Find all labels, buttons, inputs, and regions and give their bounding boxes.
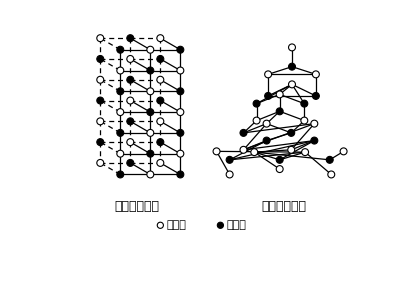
Circle shape [253, 100, 260, 107]
Circle shape [147, 171, 154, 178]
Circle shape [147, 88, 154, 95]
Circle shape [97, 160, 104, 166]
Circle shape [177, 129, 184, 136]
Circle shape [127, 35, 134, 42]
Circle shape [127, 97, 134, 104]
Circle shape [97, 76, 104, 83]
Circle shape [276, 91, 283, 98]
Circle shape [97, 97, 104, 104]
Circle shape [147, 129, 154, 136]
Circle shape [117, 67, 124, 74]
Circle shape [265, 92, 272, 99]
Circle shape [311, 120, 318, 127]
Circle shape [302, 149, 309, 156]
Circle shape [147, 46, 154, 53]
Circle shape [288, 129, 295, 136]
Circle shape [117, 109, 124, 116]
Circle shape [127, 139, 134, 146]
Circle shape [251, 149, 258, 156]
Circle shape [157, 35, 164, 42]
Circle shape [97, 139, 104, 146]
Circle shape [177, 67, 184, 74]
Circle shape [127, 55, 134, 62]
Circle shape [127, 160, 134, 166]
Circle shape [326, 156, 333, 163]
Circle shape [157, 55, 164, 62]
Circle shape [157, 222, 164, 228]
Circle shape [276, 156, 283, 163]
Circle shape [157, 97, 164, 104]
Text: 氮原子: 氮原子 [166, 220, 186, 230]
Circle shape [117, 46, 124, 53]
Circle shape [240, 146, 247, 153]
Circle shape [117, 88, 124, 95]
Circle shape [311, 137, 318, 144]
Circle shape [265, 71, 272, 78]
Circle shape [127, 118, 134, 125]
Circle shape [288, 63, 295, 70]
Circle shape [340, 148, 347, 155]
Circle shape [117, 171, 124, 178]
Circle shape [127, 76, 134, 83]
Circle shape [147, 150, 154, 157]
Circle shape [177, 150, 184, 157]
Circle shape [301, 100, 308, 107]
Circle shape [226, 171, 233, 178]
Circle shape [117, 150, 124, 157]
Circle shape [226, 156, 233, 163]
Circle shape [147, 67, 154, 74]
Circle shape [301, 117, 308, 124]
Circle shape [97, 118, 104, 125]
Circle shape [328, 171, 335, 178]
Circle shape [288, 81, 295, 88]
Circle shape [117, 129, 124, 136]
Circle shape [240, 129, 247, 136]
Circle shape [213, 148, 220, 155]
Circle shape [312, 71, 319, 78]
Circle shape [97, 55, 104, 62]
Circle shape [217, 222, 223, 228]
Circle shape [253, 117, 260, 124]
Circle shape [276, 166, 283, 172]
Circle shape [97, 35, 104, 42]
Text: 立方相氮化硼: 立方相氮化硼 [261, 200, 306, 213]
Circle shape [263, 120, 270, 127]
Circle shape [157, 76, 164, 83]
Circle shape [263, 137, 270, 144]
Circle shape [157, 118, 164, 125]
Circle shape [147, 109, 154, 116]
Circle shape [177, 109, 184, 116]
Circle shape [157, 160, 164, 166]
Text: 六方相氮化硼: 六方相氮化硼 [115, 200, 160, 213]
Circle shape [312, 92, 319, 99]
Circle shape [288, 44, 295, 51]
Circle shape [177, 88, 184, 95]
Text: 硼原子: 硼原子 [227, 220, 246, 230]
Circle shape [288, 146, 295, 153]
Circle shape [177, 46, 184, 53]
Circle shape [177, 171, 184, 178]
Circle shape [157, 139, 164, 146]
Circle shape [276, 108, 283, 115]
